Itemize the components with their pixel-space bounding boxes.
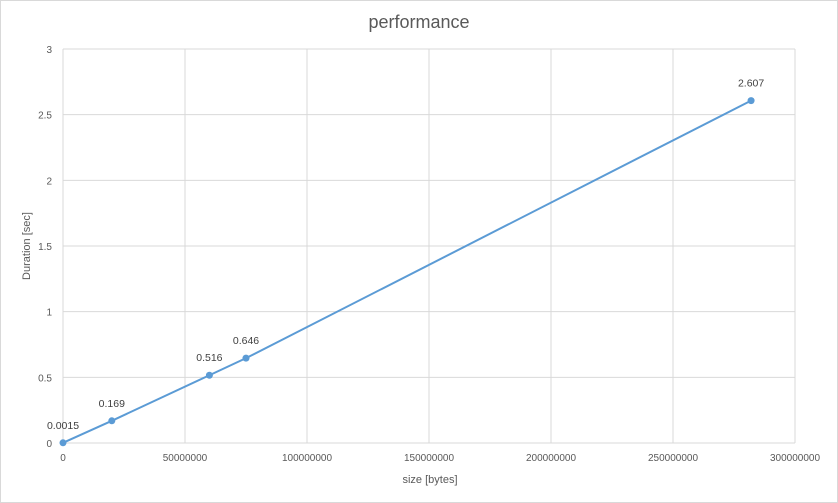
x-tick-label: 200000000 (526, 453, 576, 464)
y-axis-ticks: 0 0.5 1 1.5 2 2.5 3 (38, 45, 52, 450)
data-point (108, 417, 116, 425)
data-label: 0.0015 (47, 420, 79, 432)
data-label: 0.169 (99, 398, 125, 410)
y-tick-label: 1.5 (38, 242, 52, 253)
data-point (205, 371, 213, 379)
x-axis-ticks: 0 50000000 100000000 150000000 200000000 2500… (60, 453, 820, 464)
y-tick-label: 2.5 (38, 111, 52, 122)
data-label: 2.607 (738, 78, 764, 90)
x-tick-label: 50000000 (163, 453, 208, 464)
data-label: 0.516 (196, 352, 222, 364)
x-tick-label: 0 (60, 453, 66, 464)
data-label: 0.646 (233, 335, 259, 347)
y-tick-label: 3 (46, 45, 52, 56)
y-tick-label: 2 (46, 176, 52, 187)
y-tick-label: 0 (46, 439, 52, 450)
data-point (747, 97, 755, 105)
y-tick-label: 1 (46, 308, 52, 319)
x-axis-title: size [bytes] (402, 474, 457, 486)
x-tick-label: 300000000 (770, 453, 820, 464)
chart-title: performance (368, 12, 469, 32)
series-line (62, 99, 752, 444)
series-group: 0.0015 0.169 0.516 0.646 2.607 (47, 78, 764, 447)
x-tick-label: 100000000 (282, 453, 332, 464)
y-tick-label: 0.5 (38, 373, 52, 384)
x-tick-label: 150000000 (404, 453, 454, 464)
x-tick-label: 250000000 (648, 453, 698, 464)
data-point (242, 354, 250, 362)
gridlines (62, 48, 796, 444)
y-axis-title: Duration [sec] (21, 212, 33, 280)
data-point (59, 439, 67, 447)
